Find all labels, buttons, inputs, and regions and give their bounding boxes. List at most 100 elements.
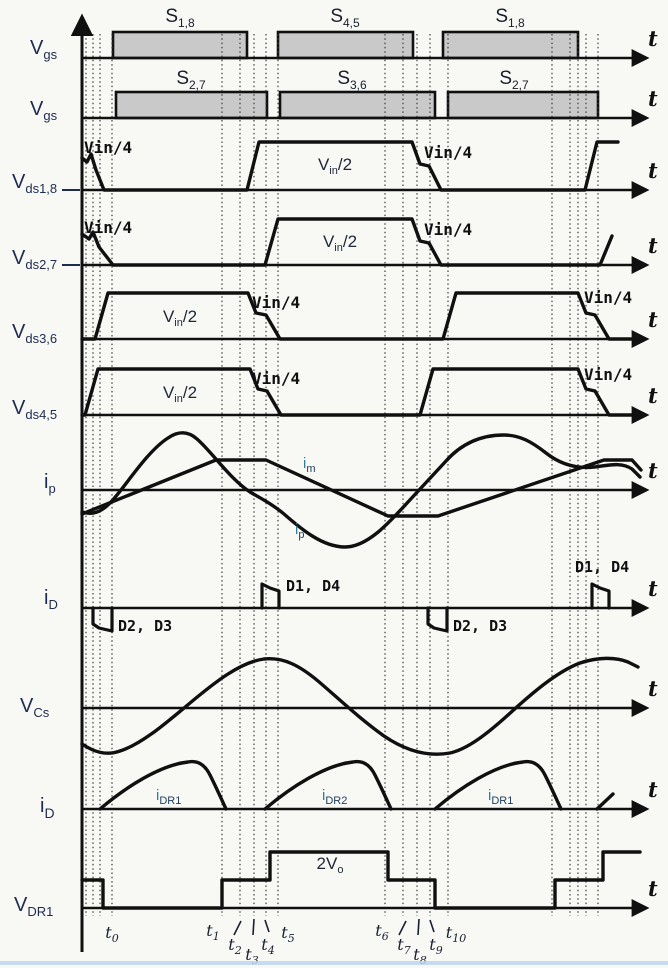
t-label: t: [648, 158, 658, 183]
vdr1-label: VDR1: [14, 894, 53, 919]
vdr1-trace: [80, 850, 642, 910]
id-clamp-pulse-neg2: [426, 606, 449, 633]
current-labels: im ip D2, D3 D1, D4 D2, D3 D1, D4 iDR1 i…: [118, 455, 629, 876]
t3-label: t3: [245, 945, 258, 967]
id-clamp-pulse-pos1: [260, 582, 281, 610]
t2-label: t2: [228, 935, 241, 957]
vds45-trace: [80, 367, 642, 417]
id-clamp-label: iD: [44, 587, 58, 612]
s27-label-2: S2,7: [499, 68, 529, 92]
t5-label: t5: [281, 923, 294, 945]
vds36-label: Vds3,6: [12, 321, 57, 346]
t-label: t: [648, 576, 658, 601]
gate-pulse-s27-2: [446, 90, 600, 120]
vds18-label: Vds1,8: [12, 171, 57, 196]
d23-label-1: D2, D3: [118, 617, 172, 635]
ip-label: ip: [44, 471, 56, 496]
idr2-label: iDR2: [322, 787, 347, 807]
tick-slash-2: [398, 920, 407, 936]
vcs-label: VCs: [20, 695, 50, 720]
vds27-vin4-right: Vin/4: [424, 220, 472, 239]
axis-t-labels: t t t t t t t t t t t: [648, 26, 658, 901]
vds36-vin4-mid: Vin/4: [252, 293, 300, 312]
d23-label-2: D2, D3: [453, 617, 507, 635]
switch-labels: S1,8 S4,5 S1,8 S2,7 S3,6 S2,7: [165, 6, 529, 92]
d14-label-2: D1, D4: [575, 558, 629, 576]
vds18-vin4-left: Vin/4: [84, 138, 132, 157]
gate-pulse-s18-2: [441, 30, 580, 60]
tick-stroke-1: [264, 919, 270, 933]
gate-pulse-s27-1: [114, 90, 269, 120]
waveforms: [80, 140, 643, 910]
vgs-b-label: Vgs: [30, 98, 58, 123]
t6-label: t6: [375, 921, 388, 943]
t-label: t: [648, 86, 658, 111]
idr1-hump-2: [433, 759, 563, 811]
vds27-vin2: Vin/2: [323, 232, 357, 254]
time-tick-labels: t0 t1 t2 t3 t4 t5 t6 t7 t8 t9 t10: [105, 918, 466, 967]
t4-label: t4: [261, 935, 274, 957]
idr1-label-2: iDR1: [488, 787, 513, 807]
ip-trace: [80, 431, 642, 549]
tick-bar-2: [417, 918, 420, 936]
s18-label-1: S1,8: [165, 6, 195, 30]
vds45-vin2: Vin/2: [163, 383, 197, 405]
ip-curve-label: ip: [295, 521, 304, 541]
vds18-vin4-right: Vin/4: [424, 143, 472, 162]
scan-edge-strip: [0, 961, 668, 965]
t7-label: t7: [397, 935, 410, 957]
t9-label: t9: [429, 935, 442, 957]
level-annotations: Vin/4 Vin/2 Vin/4 Vin/4 Vin/2 Vin/4 Vin/…: [84, 138, 632, 405]
t0-label: t0: [105, 923, 118, 945]
t-label: t: [648, 383, 658, 408]
vds36-trace: [80, 291, 642, 341]
t8-label: t8: [413, 945, 426, 967]
idr2-hump: [263, 759, 393, 811]
s45-label: S4,5: [330, 6, 360, 30]
t-label: t: [648, 458, 658, 483]
t1-label: t1: [206, 921, 219, 943]
t-label: t: [648, 676, 658, 701]
tick-slash-1: [233, 920, 242, 936]
idr1-label-1: iDR1: [156, 787, 181, 807]
id-rect-label: iD: [40, 795, 55, 821]
vgs-a-label: Vgs: [30, 37, 58, 62]
idr-tail: [595, 792, 615, 811]
vds36-vin4-right: Vin/4: [584, 288, 632, 307]
vds27-label: Vds2,7: [12, 247, 57, 272]
vgs-b-pulses: [114, 90, 600, 120]
t-label: t: [648, 876, 658, 901]
s36-label: S3,6: [337, 68, 367, 92]
vds27-vin4-left: Vin/4: [84, 218, 132, 237]
s18-label-2: S1,8: [495, 6, 525, 30]
time-gridlines: [85, 34, 599, 916]
tick-bar-1: [252, 918, 255, 936]
vds45-vin4-right: Vin/4: [584, 365, 632, 384]
id-clamp-pulse-pos2: [590, 582, 611, 610]
t-label: t: [648, 777, 658, 802]
t-label: t: [648, 233, 658, 258]
im-trace: [80, 458, 643, 518]
vds18-vin2: Vin/2: [318, 155, 352, 177]
id-clamp-pulse-neg1: [91, 606, 114, 633]
d14-label-1: D1, D4: [286, 577, 340, 595]
vds36-vin2: Vin/2: [163, 307, 197, 329]
vds27-trace: [80, 217, 614, 267]
gate-pulse-s36: [278, 90, 437, 120]
im-curve-label: im: [303, 455, 316, 475]
vdr1-2vo-label: 2Vo: [317, 854, 344, 876]
t-label: t: [648, 26, 658, 51]
s27-label-1: S2,7: [176, 68, 206, 92]
t-label: t: [648, 307, 658, 332]
vds45-label: Vds4,5: [12, 397, 57, 422]
vds45-vin4-mid: Vin/4: [252, 369, 300, 388]
vds18-trace: [80, 140, 620, 192]
t10-label: t10: [446, 923, 466, 945]
vgs-a-pulses: [111, 30, 580, 60]
vcs-trace: [80, 656, 640, 756]
gate-pulse-s45: [276, 30, 415, 60]
gate-pulse-s18-1: [111, 30, 249, 60]
idr1-hump-1: [98, 759, 228, 811]
